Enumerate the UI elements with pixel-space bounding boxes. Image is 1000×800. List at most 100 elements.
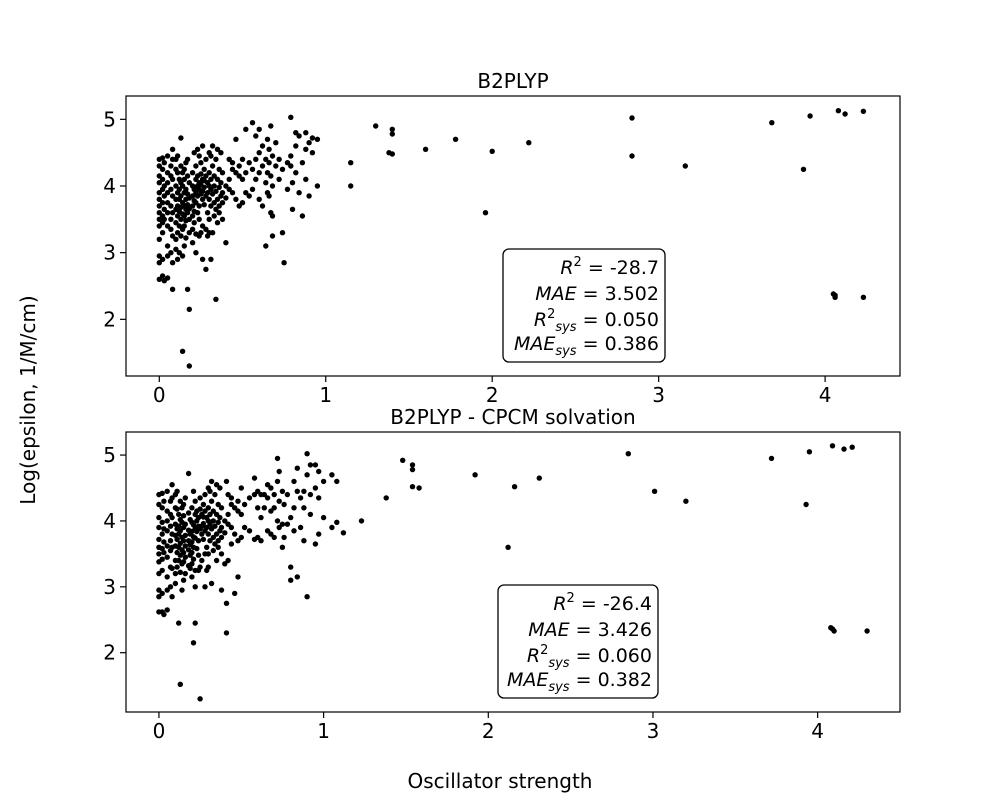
data-point bbox=[829, 626, 836, 632]
data-point bbox=[192, 584, 198, 590]
x-tick-label: 2 bbox=[482, 719, 495, 743]
data-point bbox=[211, 213, 217, 219]
data-point bbox=[156, 163, 162, 169]
data-point bbox=[207, 488, 213, 494]
data-point bbox=[769, 120, 775, 126]
stat-mae: MAE = 3.502 bbox=[535, 283, 659, 305]
data-point bbox=[169, 514, 175, 521]
data-point bbox=[246, 528, 253, 534]
x-tick-label: 1 bbox=[317, 719, 330, 743]
data-point bbox=[334, 519, 340, 525]
data-point bbox=[268, 508, 274, 514]
data-point bbox=[207, 538, 213, 544]
data-point bbox=[209, 163, 216, 169]
data-point bbox=[233, 196, 239, 202]
data-point bbox=[225, 521, 231, 527]
data-point bbox=[194, 210, 201, 216]
data-point bbox=[223, 183, 229, 189]
data-point bbox=[168, 163, 174, 169]
data-point bbox=[181, 213, 187, 219]
data-point bbox=[178, 135, 184, 141]
data-point bbox=[264, 170, 271, 176]
data-point bbox=[860, 294, 867, 300]
data-point bbox=[263, 156, 269, 162]
data-point bbox=[219, 170, 226, 176]
data-point bbox=[164, 275, 171, 281]
data-point bbox=[274, 455, 281, 462]
data-point bbox=[228, 501, 235, 508]
data-point bbox=[288, 114, 294, 121]
data-point bbox=[159, 176, 166, 182]
data-point bbox=[208, 256, 214, 262]
data-point bbox=[284, 491, 291, 498]
data-point bbox=[159, 519, 165, 525]
data-point bbox=[279, 166, 286, 172]
data-point bbox=[164, 488, 170, 494]
data-point bbox=[210, 508, 216, 514]
data-point bbox=[189, 549, 195, 556]
data-point bbox=[409, 462, 416, 468]
data-point bbox=[208, 203, 214, 209]
data-point bbox=[264, 482, 271, 488]
x-axis-label: Oscillator strength bbox=[408, 769, 593, 793]
data-point bbox=[200, 520, 207, 527]
x-tick-label: 2 bbox=[486, 383, 499, 407]
data-point bbox=[206, 170, 212, 176]
data-point bbox=[256, 150, 262, 156]
data-point bbox=[156, 536, 162, 543]
data-point bbox=[168, 226, 174, 232]
data-point bbox=[203, 156, 209, 162]
chart-title: B2PLYP - CPCM solvation bbox=[390, 405, 635, 429]
data-point bbox=[320, 478, 327, 485]
data-point bbox=[303, 176, 309, 182]
data-point bbox=[312, 485, 319, 491]
data-point bbox=[304, 472, 310, 478]
data-point bbox=[291, 528, 297, 534]
data-point bbox=[176, 223, 182, 229]
data-point bbox=[183, 235, 189, 241]
data-point bbox=[239, 156, 246, 162]
data-point bbox=[156, 551, 162, 557]
data-point bbox=[156, 196, 162, 202]
data-point bbox=[216, 203, 222, 209]
x-tick-label: 0 bbox=[153, 383, 166, 407]
data-point bbox=[189, 226, 196, 232]
data-point bbox=[204, 210, 211, 216]
data-point bbox=[472, 472, 478, 478]
data-point bbox=[213, 296, 219, 302]
data-point bbox=[215, 501, 221, 508]
data-point bbox=[259, 203, 266, 209]
data-point bbox=[207, 521, 213, 527]
data-point bbox=[186, 216, 192, 222]
data-point bbox=[236, 203, 242, 209]
data-point bbox=[156, 276, 162, 282]
data-point bbox=[314, 136, 321, 142]
data-point bbox=[169, 286, 176, 292]
data-point bbox=[214, 146, 221, 152]
data-point bbox=[161, 160, 167, 166]
data-point bbox=[159, 155, 166, 161]
data-point bbox=[156, 236, 162, 242]
data-point bbox=[213, 531, 220, 537]
data-point bbox=[316, 531, 322, 537]
y-tick-label: 3 bbox=[103, 241, 116, 265]
data-point bbox=[174, 256, 181, 262]
data-point bbox=[841, 446, 847, 452]
data-point bbox=[199, 557, 205, 564]
data-point bbox=[174, 564, 180, 570]
data-point bbox=[193, 200, 199, 206]
data-point bbox=[181, 166, 187, 172]
data-point bbox=[208, 498, 215, 504]
data-point bbox=[274, 518, 281, 524]
data-point bbox=[196, 203, 202, 209]
data-point bbox=[212, 491, 218, 498]
data-point bbox=[288, 577, 294, 583]
data-point bbox=[222, 518, 228, 524]
data-point bbox=[255, 488, 261, 494]
data-point bbox=[203, 226, 209, 232]
data-point bbox=[249, 166, 256, 172]
data-point bbox=[269, 233, 276, 239]
data-point bbox=[199, 196, 206, 202]
data-point bbox=[232, 590, 238, 597]
data-point bbox=[218, 551, 225, 557]
